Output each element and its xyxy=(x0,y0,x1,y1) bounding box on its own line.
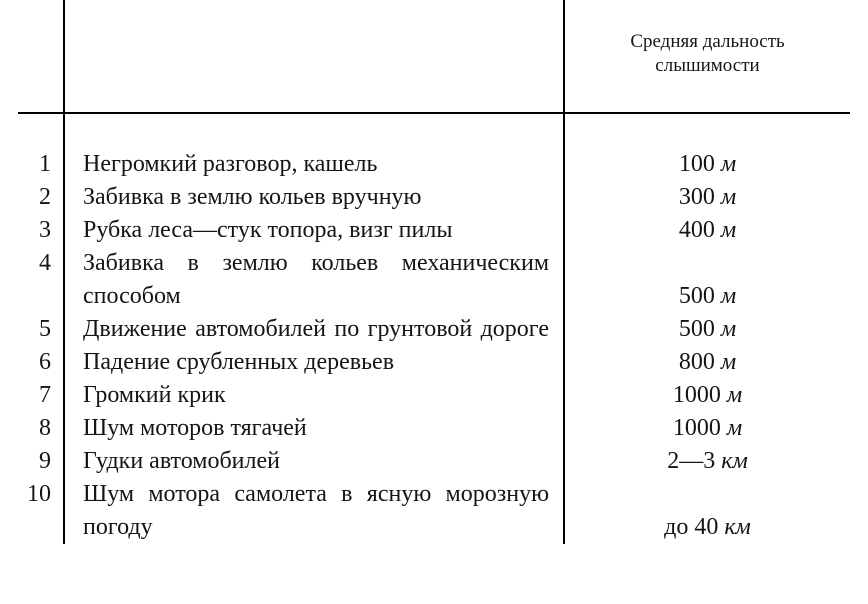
header-val: Средняя дальность слышимости xyxy=(564,0,850,113)
row-val: до 40 км xyxy=(564,478,850,544)
row-desc: Шум моторов тягачей xyxy=(64,412,564,445)
row-desc: Забивка в землю кольев механическим спос… xyxy=(64,247,564,313)
row-val: 1000 м xyxy=(564,379,850,412)
row-num: 5 xyxy=(18,313,64,346)
row-num: 6 xyxy=(18,346,64,379)
table-row: 7 Громкий крик 1000 м xyxy=(18,379,850,412)
audibility-table: Средняя дальность слышимости 1 Негромкий… xyxy=(18,0,850,544)
table-row: 10 Шум мотора самолета в ясную морозную … xyxy=(18,478,850,544)
row-num: 1 xyxy=(18,148,64,181)
table-row: 6 Падение срубленных деревьев 800 м xyxy=(18,346,850,379)
table-row: 9 Гудки автомобилей 2—3 км xyxy=(18,445,850,478)
row-num: 4 xyxy=(18,247,64,313)
table-row: 2 Забивка в землю кольев вручную 300 м xyxy=(18,181,850,214)
row-val: 500 м xyxy=(564,247,850,313)
row-num: 2 xyxy=(18,181,64,214)
row-num: 8 xyxy=(18,412,64,445)
table-body: 1 Негромкий разговор, кашель 100 м 2 Заб… xyxy=(18,113,850,544)
table-row: 1 Негромкий разговор, кашель 100 м xyxy=(18,148,850,181)
row-val: 300 м xyxy=(564,181,850,214)
row-val: 400 м xyxy=(564,214,850,247)
row-num: 3 xyxy=(18,214,64,247)
table-row: 5 Движение автомобилей по грунтовой доро… xyxy=(18,313,850,346)
row-desc: Гудки автомобилей xyxy=(64,445,564,478)
header-num xyxy=(18,0,64,113)
row-desc: Рубка леса—стук топора, визг пилы xyxy=(64,214,564,247)
row-val: 800 м xyxy=(564,346,850,379)
row-val: 100 м xyxy=(564,148,850,181)
header-gap xyxy=(18,114,850,148)
row-num: 9 xyxy=(18,445,64,478)
row-desc: Негромкий разговор, кашель xyxy=(64,148,564,181)
table-row: 8 Шум моторов тягачей 1000 м xyxy=(18,412,850,445)
row-desc: Движение автомобилей по грунтовой дороге xyxy=(64,313,564,346)
row-desc: Падение срубленных деревьев xyxy=(64,346,564,379)
row-val: 1000 м xyxy=(564,412,850,445)
row-val: 2—3 км xyxy=(564,445,850,478)
row-num: 10 xyxy=(18,478,64,544)
row-desc: Громкий крик xyxy=(64,379,564,412)
table-header: Средняя дальность слышимости xyxy=(18,0,850,113)
row-desc: Шум мотора самолета в ясную морозную пог… xyxy=(64,478,564,544)
header-desc xyxy=(64,0,564,113)
row-val: 500 м xyxy=(564,313,850,346)
row-desc: Забивка в землю кольев вручную xyxy=(64,181,564,214)
page: Средняя дальность слышимости 1 Негромкий… xyxy=(0,0,868,604)
table-row: 3 Рубка леса—стук топора, визг пилы 400 … xyxy=(18,214,850,247)
row-num: 7 xyxy=(18,379,64,412)
table-row: 4 Забивка в землю кольев механическим сп… xyxy=(18,247,850,313)
